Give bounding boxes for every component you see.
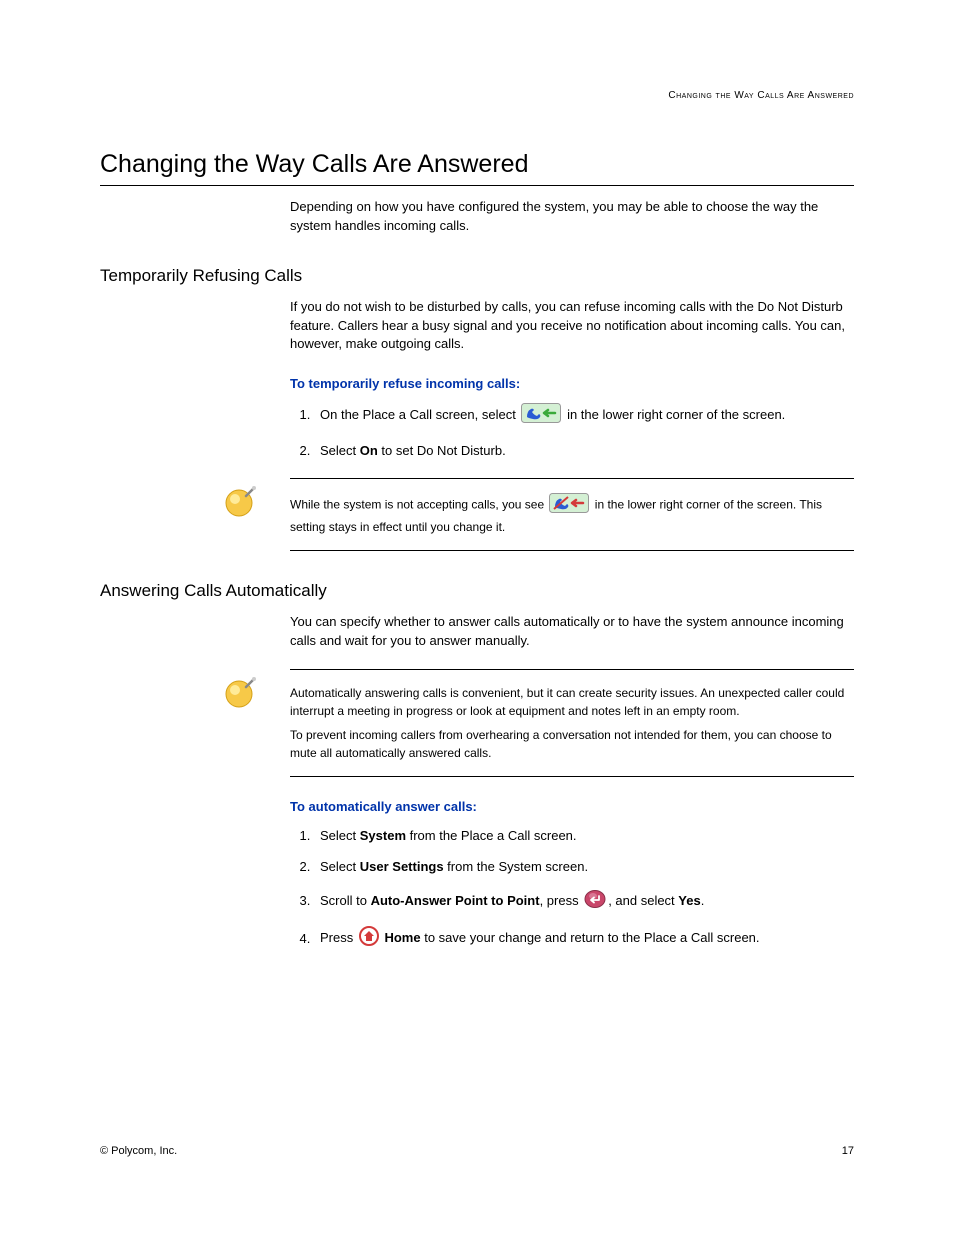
list-item: Scroll to Auto-Answer Point to Point, pr… xyxy=(314,889,854,915)
enter-button-icon xyxy=(584,889,606,915)
dnd-available-icon xyxy=(521,403,561,429)
step-text: Press xyxy=(320,931,357,946)
page-number: 17 xyxy=(842,1145,854,1157)
running-header: Changing the Way Calls Are Answered xyxy=(668,90,854,101)
note-text: Automatically answering calls is conveni… xyxy=(290,684,854,720)
list-item: Press Home to save your change and retur… xyxy=(314,926,854,952)
home-button-icon xyxy=(359,926,379,952)
step-bold: System xyxy=(360,828,406,843)
intro-text: Depending on how you have configured the… xyxy=(290,198,854,236)
step-text: Scroll to xyxy=(320,893,371,908)
pushpin-icon xyxy=(220,669,290,715)
step-text: from the Place a Call screen. xyxy=(406,828,577,843)
note-content: Automatically answering calls is conveni… xyxy=(290,669,854,777)
step-text: Select xyxy=(320,859,360,874)
step-bold: Auto-Answer Point to Point xyxy=(371,893,540,908)
list-item: On the Place a Call screen, select in th… xyxy=(314,403,854,429)
note-block: While the system is not accepting calls,… xyxy=(100,478,854,551)
step-text: to save your change and return to the Pl… xyxy=(421,931,760,946)
step-text: On the Place a Call screen, select xyxy=(320,407,519,422)
note-block: Automatically answering calls is conveni… xyxy=(100,669,854,777)
procedure-heading: To automatically answer calls: xyxy=(290,799,854,814)
page-footer: © Polycom, Inc. 17 xyxy=(100,1145,854,1157)
note-content: While the system is not accepting calls,… xyxy=(290,478,854,551)
list-item: Select User Settings from the System scr… xyxy=(314,857,854,877)
procedure-steps: On the Place a Call screen, select in th… xyxy=(290,403,854,460)
step-bold: Yes xyxy=(678,893,700,908)
step-text: , and select xyxy=(608,893,678,908)
section-heading: Temporarily Refusing Calls xyxy=(100,266,854,286)
step-text: , press xyxy=(540,893,583,908)
note-text: While the system is not accepting calls,… xyxy=(290,498,547,512)
step-bold: Home xyxy=(384,931,420,946)
procedure-steps: Select System from the Place a Call scre… xyxy=(290,826,854,952)
dnd-active-icon xyxy=(549,493,589,518)
step-bold: User Settings xyxy=(360,859,444,874)
step-text: . xyxy=(701,893,705,908)
note-text: To prevent incoming callers from overhea… xyxy=(290,726,854,762)
step-text: in the lower right corner of the screen. xyxy=(567,407,785,422)
procedure-heading: To temporarily refuse incoming calls: xyxy=(290,376,854,391)
step-text: Select xyxy=(320,828,360,843)
section-intro: You can specify whether to answer calls … xyxy=(290,613,854,651)
step-text: from the System screen. xyxy=(444,859,589,874)
step-bold: On xyxy=(360,443,378,458)
list-item: Select System from the Place a Call scre… xyxy=(314,826,854,846)
pushpin-icon xyxy=(220,478,290,524)
section-intro: If you do not wish to be disturbed by ca… xyxy=(290,298,854,355)
page-title: Changing the Way Calls Are Answered xyxy=(100,150,854,186)
step-text: Select xyxy=(320,443,360,458)
copyright-text: © Polycom, Inc. xyxy=(100,1145,177,1157)
step-text: to set Do Not Disturb. xyxy=(378,443,506,458)
section-heading: Answering Calls Automatically xyxy=(100,581,854,601)
list-item: Select On to set Do Not Disturb. xyxy=(314,441,854,461)
